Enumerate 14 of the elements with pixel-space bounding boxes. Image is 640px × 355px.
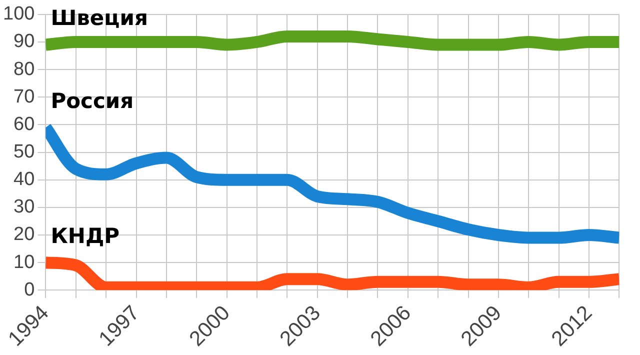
y-tick-label: 10 (14, 252, 35, 273)
series-label: Швеция (50, 6, 148, 30)
y-tick-label: 60 (14, 114, 35, 135)
series-label: Россия (50, 88, 134, 113)
y-tick-label: 90 (14, 31, 35, 52)
y-tick-label: 100 (3, 4, 35, 25)
y-tick-label: 50 (14, 142, 35, 163)
y-tick-label: 40 (14, 169, 35, 190)
y-tick-label: 20 (14, 224, 35, 246)
y-tick-label: 0 (24, 279, 35, 300)
y-tick-label: 80 (14, 58, 35, 80)
y-tick-label: 70 (14, 86, 35, 108)
series-label: КНДР (50, 224, 120, 248)
y-tick-label: 30 (14, 196, 35, 218)
